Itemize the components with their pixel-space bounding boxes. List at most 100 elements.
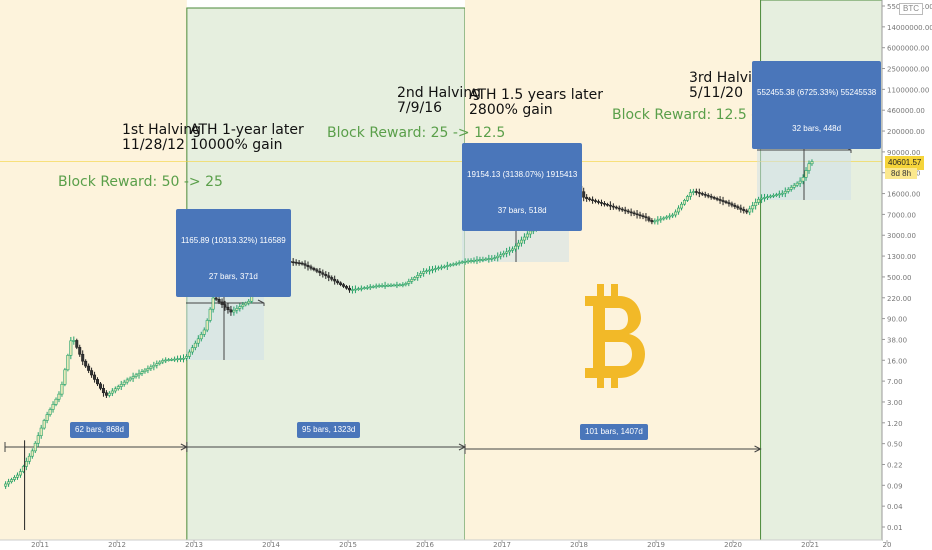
candle-body (353, 288, 357, 291)
candle-body (697, 192, 701, 194)
candle-body (101, 388, 105, 394)
candle-body (522, 236, 526, 241)
candle-body (164, 359, 168, 362)
candle-body (588, 198, 592, 201)
candle-body (51, 404, 55, 410)
candle-body (170, 359, 174, 361)
candle-body (745, 210, 749, 213)
candle-body (131, 376, 135, 379)
candle-body (410, 279, 414, 282)
candle-body (454, 262, 458, 265)
measure-box-3: 552455.38 (6725.33%) 55245538 32 bars, 4… (752, 61, 882, 149)
y-tick-label: 16000.00 (887, 191, 920, 199)
candle-body (783, 191, 787, 194)
candle-body (685, 196, 689, 201)
candle-body (768, 195, 772, 198)
candle-body (413, 277, 417, 280)
y-tick-label: 38.00 (887, 336, 907, 344)
candle-body (330, 277, 334, 280)
candle-body (795, 182, 799, 186)
candle-body (327, 275, 331, 278)
epoch-zone-1 (0, 0, 187, 540)
candle-body (339, 282, 343, 285)
candle-body (445, 265, 449, 267)
candle-body (789, 186, 793, 190)
candle-body (39, 427, 43, 436)
candle-body (214, 297, 218, 300)
candle-body (668, 215, 672, 218)
candle-body (87, 365, 91, 371)
x-tick-label: 2018 (570, 541, 588, 549)
candle-body (152, 364, 156, 368)
measure-1-duration: 27 bars, 371d (208, 272, 258, 281)
candle-body (463, 260, 467, 263)
first-block-reward-label: Block Reward: 50 -> 25 (58, 174, 223, 190)
candle-body (223, 304, 227, 308)
candle-body (516, 242, 520, 247)
first-halving-label: 1st Halving 11/28/12 (122, 122, 202, 153)
candle-body (158, 361, 162, 364)
candle-body (626, 210, 630, 213)
candle-body (134, 374, 138, 377)
candle-body (425, 270, 429, 273)
candle-body (371, 286, 375, 288)
candle-body (623, 209, 627, 212)
candle-body (7, 481, 11, 485)
candle-body (765, 196, 769, 199)
candle-body (439, 266, 443, 269)
candle-body (451, 263, 455, 266)
candle-body (700, 193, 704, 195)
candle-body (187, 351, 191, 357)
candle-body (780, 192, 784, 195)
candle-body (98, 383, 102, 389)
candle-body (291, 261, 295, 264)
y-tick-label: 7000.00 (887, 211, 916, 219)
candle-body (137, 373, 141, 376)
candle-body (27, 455, 31, 462)
x-tick-label: 2013 (185, 541, 203, 549)
candle-body (419, 273, 423, 276)
candle-body (294, 261, 298, 264)
measure-3-change: 552455.38 (6725.33%) 55245538 (757, 88, 877, 97)
candle-body (4, 483, 8, 487)
candle-body (763, 197, 767, 199)
x-tick-label: 20 (883, 541, 892, 549)
candle-body (179, 358, 183, 360)
candle-body (122, 381, 126, 385)
candle-body (173, 358, 177, 361)
candle-body (368, 286, 372, 289)
candle-body (478, 259, 482, 261)
candle-body (774, 194, 778, 196)
candle-body (392, 284, 396, 287)
candle-body (380, 285, 384, 287)
candle-body (674, 211, 678, 216)
candle-body (585, 196, 589, 200)
candle-body (143, 369, 147, 372)
candle-body (54, 398, 58, 405)
candle-body (48, 409, 52, 415)
candle-body (45, 414, 49, 421)
candle-body (125, 379, 129, 383)
candle-body (508, 250, 512, 253)
candle-body (597, 201, 601, 203)
bar-countdown: 8d 8h (885, 168, 918, 179)
candle-body (312, 267, 316, 271)
candle-body (659, 218, 663, 221)
bitcoin-logo-b (585, 296, 645, 378)
candle-body (13, 476, 17, 480)
range-box-2: 95 bars, 1323d (297, 422, 361, 438)
candle-body (30, 450, 34, 457)
y-tick-label: 16.00 (887, 357, 907, 365)
candle-body (460, 261, 464, 264)
candle-body (401, 284, 405, 286)
second-halving-label: 2nd Halving 7/9/16 (397, 85, 482, 116)
candle-body (599, 202, 603, 204)
x-tick-label: 2012 (108, 541, 126, 549)
candle-body (75, 340, 79, 348)
y-tick-label: 6000000.00 (887, 45, 929, 53)
candle-body (208, 308, 212, 321)
candle-body (377, 285, 381, 287)
measure-2-duration: 37 bars, 518d (497, 206, 547, 215)
symbol-badge: BTC (899, 3, 923, 15)
candle-body (202, 329, 206, 335)
